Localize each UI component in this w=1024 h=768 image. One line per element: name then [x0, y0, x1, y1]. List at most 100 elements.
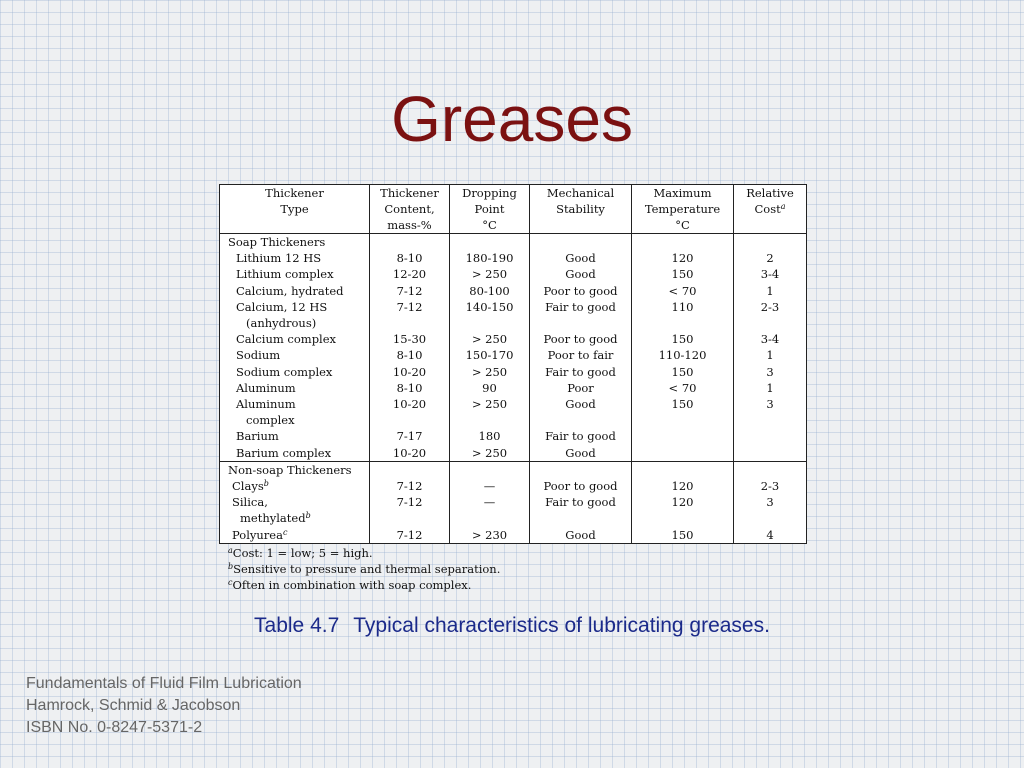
mechanical-stability-cell: Poor to fair — [529, 347, 632, 364]
mechanical-stability-cell: Poor to good — [529, 478, 632, 495]
dropping-point-cell — [449, 510, 530, 527]
thickener-content-cell: 8-10 — [369, 379, 450, 397]
table-footnotes: aCost: 1 = low; 5 = high. bSensitive to p… — [219, 545, 806, 593]
table-row: Polyureac 7-12 > 230 Good 150 4 — [219, 526, 807, 544]
thickener-content-cell: 15-30 — [369, 331, 450, 348]
table-row: Barium 7-17 180 Fair to good — [219, 428, 807, 445]
thickener-type-cell: complex — [219, 412, 370, 429]
relative-cost-cell: 3-4 — [733, 331, 807, 348]
table-row: Lithium 12 HS 8-10 180-190 Good 120 2 — [219, 250, 807, 267]
table-row: Aluminum 8-10 90 Poor < 70 1 — [219, 379, 807, 397]
thickener-type-cell: Barium complex — [219, 444, 370, 462]
credit-line: Fundamentals of Fluid Film Lubrication — [26, 675, 302, 692]
max-temperature-cell: 120 — [631, 250, 734, 267]
thickener-type-cell: Lithium complex — [219, 266, 370, 283]
mechanical-stability-cell: Good — [529, 266, 632, 283]
credit-line: Hamrock, Schmid & Jacobson — [26, 697, 241, 714]
dropping-point-cell: > 250 — [449, 444, 530, 462]
thickener-type-cell: Aluminum — [219, 379, 370, 397]
thickener-type-cell: Calcium, hydrated — [219, 282, 370, 299]
relative-cost-cell: 1 — [733, 347, 807, 364]
dropping-point-cell: 140-150 — [449, 298, 530, 316]
dropping-point-cell — [449, 412, 530, 429]
table-row: Aluminum 10-20 > 250 Good 150 3 — [219, 396, 807, 413]
relative-cost-cell: 2-3 — [733, 478, 807, 495]
footnote-marker: a — [228, 545, 233, 555]
thickener-content-cell: 7-17 — [369, 428, 450, 445]
source-credits: Fundamentals of Fluid Film Lubrication H… — [26, 673, 302, 739]
dropping-point-cell: > 250 — [449, 266, 530, 283]
max-temperature-cell — [631, 412, 734, 429]
thickener-content-cell: 7-12 — [369, 494, 450, 511]
thickener-content-cell: 10-20 — [369, 363, 450, 380]
thickener-content-cell: 12-20 — [369, 266, 450, 283]
footnote-text: Often in combination with soap complex. — [232, 577, 472, 592]
max-temperature-cell — [631, 315, 734, 332]
thickener-type-cell: Calcium, 12 HS — [219, 298, 370, 316]
dropping-point-cell: 80-100 — [449, 282, 530, 299]
dropping-point-cell: > 250 — [449, 331, 530, 348]
thickener-content-cell: 7-12 — [369, 282, 450, 299]
grease-table-container: Thickener Type Thickener Content, mass-%… — [219, 184, 807, 593]
table-row: Calcium, 12 HS 7-12 140-150 Fair to good 110… — [219, 298, 807, 316]
thickener-content-cell: 7-12 — [369, 526, 450, 544]
footnote-text: Cost: 1 = low; 5 = high. — [232, 545, 373, 560]
dropping-point-cell: > 230 — [449, 526, 530, 544]
max-temperature-cell: 150 — [631, 363, 734, 380]
header-thickener-type: Thickener Type — [219, 184, 370, 234]
soap-thickeners-group: Soap Thickeners Lithium 12 HS 8-10 180-190… — [219, 233, 807, 462]
max-temperature-cell: 150 — [631, 266, 734, 283]
group-label: Non-soap Thickeners — [219, 461, 370, 479]
thickener-content-cell — [369, 412, 450, 429]
dropping-point-cell: 90 — [449, 379, 530, 397]
relative-cost-cell — [733, 428, 807, 445]
max-temperature-cell: 110-120 — [631, 347, 734, 364]
footnote-text: Sensitive to pressure and thermal separa… — [233, 561, 501, 576]
table-row: Barium complex 10-20 > 250 Good — [219, 444, 807, 462]
mechanical-stability-cell: Good — [529, 526, 632, 544]
max-temperature-cell: 120 — [631, 478, 734, 495]
relative-cost-cell: 2-3 — [733, 298, 807, 316]
table-row: Silica, 7-12— Fair to good 120 3 — [219, 494, 807, 511]
footnote-marker: b — [263, 479, 269, 489]
dropping-point-cell: 180-190 — [449, 250, 530, 267]
table-caption: Table 4.7 Typical characteristics of lubr… — [0, 614, 1024, 638]
group-label-row: Soap Thickeners — [219, 233, 807, 251]
non-soap-thickeners-group: Non-soap Thickeners Claysb 7-12— Poor to g… — [219, 461, 807, 544]
mechanical-stability-cell: Fair to good — [529, 494, 632, 511]
group-label-row: Non-soap Thickeners — [219, 461, 807, 479]
thickener-type-cell: Sodium complex — [219, 363, 370, 380]
grease-table: Thickener Type Thickener Content, mass-%… — [219, 184, 807, 544]
caption-text: Typical characteristics of lubricating g… — [353, 614, 770, 637]
footnote: bSensitive to pressure and thermal separ… — [228, 561, 806, 577]
thickener-type-cell: Silica, — [219, 494, 370, 511]
max-temperature-cell: 150 — [631, 396, 734, 413]
thickener-type-cell: (anhydrous) — [219, 315, 370, 332]
table-row: Calcium complex 15-30 > 250 Poor to good 150… — [219, 331, 807, 348]
max-temperature-cell — [631, 428, 734, 445]
thickener-type-cell: Aluminum — [219, 396, 370, 413]
relative-cost-cell: 3 — [733, 363, 807, 380]
mechanical-stability-cell: Poor to good — [529, 331, 632, 348]
relative-cost-cell: 3 — [733, 396, 807, 413]
thickener-content-cell: 8-10 — [369, 250, 450, 267]
mechanical-stability-cell: Fair to good — [529, 363, 632, 380]
max-temperature-cell: < 70 — [631, 379, 734, 397]
thickener-content-cell: 7-12 — [369, 298, 450, 316]
thickener-type-cell: Lithium 12 HS — [219, 250, 370, 267]
relative-cost-cell — [733, 315, 807, 332]
dropping-point-cell: > 250 — [449, 363, 530, 380]
mechanical-stability-cell — [529, 510, 632, 527]
mechanical-stability-cell: Good — [529, 250, 632, 267]
thickener-content-cell: 10-20 — [369, 396, 450, 413]
relative-cost-cell: 3 — [733, 494, 807, 511]
footnote-marker: c — [282, 527, 288, 537]
max-temperature-cell: 110 — [631, 298, 734, 316]
thickener-content-cell — [369, 510, 450, 527]
header-row: Thickener Type Thickener Content, mass-%… — [219, 184, 807, 234]
thickener-content-cell: 8-10 — [369, 347, 450, 364]
dropping-point-cell: — — [449, 494, 530, 511]
header-thickener-content: Thickener Content, mass-% — [369, 184, 450, 234]
footnote: aCost: 1 = low; 5 = high. — [228, 545, 806, 561]
max-temperature-cell: 150 — [631, 331, 734, 348]
